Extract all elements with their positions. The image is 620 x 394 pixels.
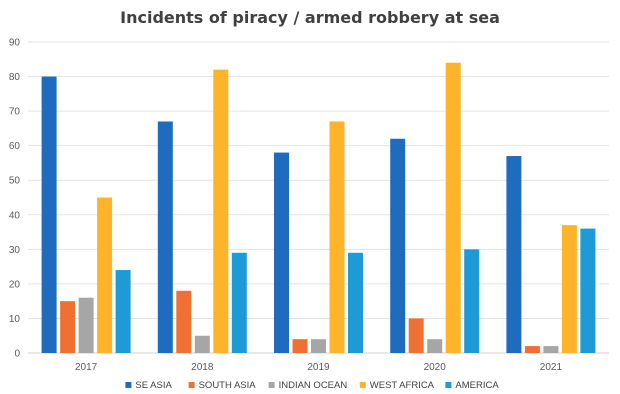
legend-label: SE ASIA	[135, 380, 172, 391]
bar	[60, 301, 76, 353]
bar	[580, 228, 596, 353]
bar	[157, 121, 173, 353]
chart-title: Incidents of piracy / armed robbery at s…	[120, 8, 500, 27]
y-tick-label: 10	[9, 314, 21, 325]
bar	[311, 339, 326, 353]
bar	[194, 335, 210, 353]
bar	[176, 290, 192, 353]
bar	[348, 252, 363, 353]
x-tick-label: 2019	[307, 362, 330, 373]
bar	[524, 346, 540, 353]
y-tick-label: 30	[9, 245, 21, 256]
legend-label: AMERICA	[455, 380, 499, 391]
x-tick-label: 2021	[540, 362, 563, 373]
y-tick-label: 60	[9, 141, 21, 152]
bar	[292, 339, 308, 353]
y-tick-label: 80	[9, 72, 21, 83]
y-tick-label: 40	[9, 210, 21, 221]
bar	[78, 297, 94, 353]
legend-swatch	[445, 382, 452, 388]
bar	[543, 346, 559, 353]
bar	[561, 225, 577, 353]
bar	[231, 252, 247, 353]
bar	[274, 152, 289, 353]
bar	[41, 76, 57, 354]
legend-swatch	[268, 382, 275, 388]
y-tick-label: 50	[9, 176, 21, 187]
x-tick-label: 2020	[424, 362, 447, 373]
legend-label: INDIAN OCEAN	[279, 380, 348, 391]
bar	[213, 69, 229, 354]
bar	[506, 156, 522, 353]
bar	[427, 339, 443, 353]
x-tick-label: 2018	[191, 362, 214, 373]
legend-label: WEST AFRICA	[370, 380, 435, 391]
legend-swatch	[125, 382, 132, 388]
legend-label: SOUTH ASIA	[199, 380, 257, 391]
legend-swatch	[359, 382, 366, 388]
x-tick-label: 2017	[75, 362, 98, 373]
legend-swatch	[188, 382, 195, 388]
bar	[445, 62, 461, 353]
bar	[390, 138, 406, 353]
y-tick-label: 90	[9, 38, 21, 49]
bar	[464, 249, 480, 353]
y-tick-label: 70	[9, 107, 21, 118]
bar	[408, 318, 424, 353]
y-tick-label: 20	[9, 279, 21, 290]
bar	[97, 197, 113, 353]
y-tick-label: 0	[14, 349, 20, 360]
bar	[115, 270, 131, 353]
bar	[329, 121, 345, 353]
